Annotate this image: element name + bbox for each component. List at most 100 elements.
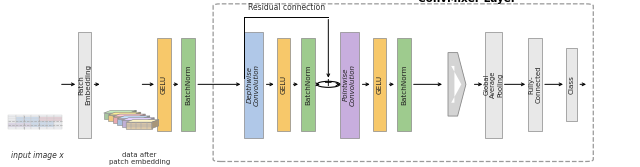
Bar (54, 125, 62, 127)
Polygon shape (122, 120, 147, 127)
Bar (16, 117, 24, 119)
Bar (39, 119, 47, 121)
Bar (147, 127, 152, 129)
Bar (566, 48, 577, 121)
Polygon shape (117, 116, 150, 119)
Bar (8, 115, 16, 117)
Text: Class: Class (568, 75, 575, 94)
Text: GELU: GELU (376, 75, 383, 94)
Bar (529, 38, 542, 131)
Bar (301, 38, 315, 131)
Bar (8, 127, 16, 129)
Bar (54, 117, 62, 119)
Bar (24, 119, 31, 121)
Bar (39, 127, 47, 129)
Bar (47, 123, 54, 125)
Text: BatchNorm: BatchNorm (305, 64, 311, 105)
Bar (31, 117, 39, 119)
Bar (141, 125, 147, 126)
Bar (16, 127, 24, 129)
Polygon shape (104, 110, 136, 113)
Bar (54, 127, 62, 129)
Text: BatchNorm: BatchNorm (185, 64, 191, 105)
Polygon shape (113, 117, 138, 123)
Bar (8, 125, 16, 127)
Text: GELU: GELU (161, 75, 167, 94)
Bar (24, 117, 31, 119)
Bar (126, 122, 131, 124)
Bar (131, 126, 136, 127)
Bar (24, 125, 31, 127)
Bar (16, 115, 24, 117)
Text: Fully-
Connected: Fully- Connected (529, 66, 541, 103)
Bar (47, 125, 54, 127)
Bar (16, 125, 24, 127)
Bar (47, 119, 54, 121)
Bar (47, 121, 54, 123)
Bar (54, 115, 62, 117)
Bar (16, 119, 24, 121)
Text: Patch
Embedding: Patch Embedding (78, 64, 91, 105)
Bar (277, 38, 291, 131)
Bar (31, 119, 39, 121)
Polygon shape (113, 114, 145, 117)
Polygon shape (152, 120, 159, 129)
Bar (126, 125, 131, 126)
Bar (39, 125, 47, 127)
Bar (147, 126, 152, 127)
Polygon shape (138, 114, 145, 123)
Bar (340, 32, 360, 138)
Bar (244, 32, 264, 138)
Bar (131, 125, 136, 126)
Text: Pointwise
Convolution: Pointwise Convolution (343, 64, 356, 106)
Bar (47, 127, 54, 129)
Bar (39, 123, 47, 125)
Bar (16, 123, 24, 125)
Bar (24, 115, 31, 117)
Bar (147, 125, 152, 126)
Bar (31, 123, 39, 125)
Polygon shape (147, 118, 154, 127)
Bar (372, 38, 387, 131)
Bar (485, 32, 502, 138)
Bar (157, 38, 170, 131)
Polygon shape (126, 122, 152, 129)
Text: data after
patch embedding: data after patch embedding (109, 152, 170, 165)
Bar (136, 126, 141, 127)
Bar (141, 122, 147, 124)
Polygon shape (122, 118, 154, 120)
Bar (31, 121, 39, 123)
Bar (126, 126, 131, 127)
Bar (141, 124, 147, 125)
Circle shape (317, 81, 340, 87)
Polygon shape (129, 110, 136, 119)
Bar (8, 121, 16, 123)
Polygon shape (108, 115, 134, 121)
Bar (31, 115, 39, 117)
Bar (31, 127, 39, 129)
Bar (131, 127, 136, 129)
Bar (141, 126, 147, 127)
Polygon shape (448, 53, 466, 116)
Bar (78, 32, 92, 138)
Bar (24, 123, 31, 125)
Text: +: + (324, 78, 333, 89)
Bar (47, 117, 54, 119)
Bar (8, 117, 16, 119)
Polygon shape (108, 112, 141, 115)
Bar (182, 38, 195, 131)
Bar (126, 127, 131, 129)
Text: input image x: input image x (11, 151, 63, 160)
Bar (47, 115, 54, 117)
Text: BatchNorm: BatchNorm (401, 64, 407, 105)
Polygon shape (134, 112, 141, 121)
Polygon shape (451, 66, 461, 103)
Bar (141, 127, 147, 129)
Bar (39, 121, 47, 123)
Text: ConvMixer Layer: ConvMixer Layer (418, 0, 516, 4)
Bar (54, 119, 62, 121)
Bar (16, 121, 24, 123)
Polygon shape (104, 113, 129, 119)
Text: Depthwise
Convolution: Depthwise Convolution (247, 64, 260, 106)
Bar (54, 123, 62, 125)
